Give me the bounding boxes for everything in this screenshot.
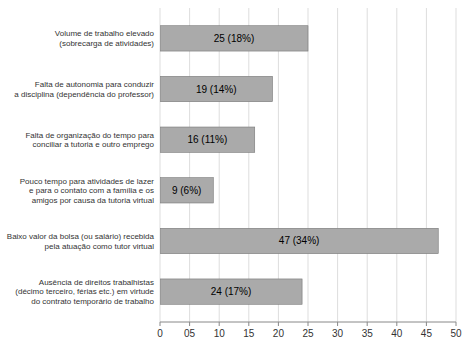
category-label: Falta de organização do tempo paraconcil… xyxy=(25,131,154,150)
bar xyxy=(160,26,308,51)
category-label-line: Baixo valor da bolsa (ou salário) recebi… xyxy=(7,232,155,241)
tick-mark xyxy=(189,322,190,326)
tick-mark xyxy=(337,322,338,326)
tick-mark xyxy=(396,322,397,326)
bars xyxy=(160,26,438,305)
bar xyxy=(160,127,255,152)
grid-line xyxy=(396,8,397,322)
grid-line xyxy=(337,8,338,322)
category-label-line: Volume de trabalho elevado xyxy=(55,29,155,38)
category-label-line: Falta de organização do tempo para xyxy=(25,131,154,140)
tick-label: 50 xyxy=(450,328,462,339)
category-label: Pouco tempo para atividades de lazere pa… xyxy=(20,177,155,205)
grid xyxy=(160,8,456,322)
category-label-line: amigos por causa da tutoria virtual xyxy=(32,196,155,205)
bar xyxy=(160,279,302,304)
tick-label: 40 xyxy=(391,328,403,339)
category-label-line: do contrato temporário de trabalho xyxy=(31,297,154,306)
tick-label: 15 xyxy=(243,328,255,339)
tick-mark xyxy=(308,322,309,326)
tick-mark xyxy=(248,322,249,326)
tick-label: 0 xyxy=(157,328,163,339)
tick-label: 35 xyxy=(362,328,374,339)
data-label: 47 (34%) xyxy=(279,235,320,246)
grid-line xyxy=(160,8,161,322)
tick-label: 45 xyxy=(421,328,433,339)
grid-line xyxy=(189,8,190,322)
grid-line xyxy=(278,8,279,322)
y-axis-labels: Ausência de direitos trabalhistas(décimo… xyxy=(7,29,155,305)
tick-mark xyxy=(219,322,220,326)
x-axis: 0 05 10 15 20 25 30 35 40 45 50 xyxy=(157,322,462,339)
tick-label: 25 xyxy=(302,328,314,339)
category-label: Falta de autonomia para conduzira discip… xyxy=(14,80,154,99)
tick-mark xyxy=(456,322,457,326)
category-label: Ausência de direitos trabalhistas(décimo… xyxy=(15,278,154,306)
bar xyxy=(160,76,272,101)
grid-line xyxy=(219,8,220,322)
bar xyxy=(160,178,213,203)
data-label: 24 (17%) xyxy=(211,286,252,297)
category-label-line: Pouco tempo para atividades de lazer xyxy=(20,177,155,186)
grid-line xyxy=(308,8,309,322)
category-label-line: pela atuação como tutor virtual xyxy=(45,242,155,251)
category-label-line: (décimo terceiro, férias etc.) em virtud… xyxy=(15,287,154,296)
bar xyxy=(160,228,438,253)
data-label: 25 (18%) xyxy=(214,33,255,44)
data-labels: 24 (17%) 47 (34%) 9 (6%) 16 (11%) 19 (14%) 25… xyxy=(172,33,319,297)
category-label-line: a disciplina (dependência do professor) xyxy=(14,90,154,99)
tick-mark xyxy=(367,322,368,326)
tick-mark xyxy=(278,322,279,326)
data-label: 9 (6%) xyxy=(172,185,201,196)
tick-label: 05 xyxy=(184,328,196,339)
data-label: 19 (14%) xyxy=(196,84,237,95)
category-label-line: Falta de autonomia para conduzir xyxy=(35,80,155,89)
tick-label: 10 xyxy=(214,328,226,339)
data-label: 16 (11%) xyxy=(187,134,227,145)
category-label-line: (sobrecarga de atividades) xyxy=(59,39,154,48)
grid-line xyxy=(367,8,368,322)
tick-mark xyxy=(160,322,161,326)
x-axis-line xyxy=(160,322,456,323)
grid-line xyxy=(456,8,457,322)
category-label: Volume de trabalho elevado(sobrecarga de… xyxy=(55,29,155,48)
tick-label: 30 xyxy=(332,328,344,339)
grid-line xyxy=(426,8,427,322)
tick-label: 20 xyxy=(273,328,285,339)
chart: 0 05 10 15 20 25 30 35 40 45 50 24 (17%) 47 (34%) 9 (… xyxy=(0,0,468,346)
grid-line xyxy=(248,8,249,322)
category-label-line: Ausência de direitos trabalhistas xyxy=(39,278,154,287)
category-label-line: conciliar a tutoria e outro emprego xyxy=(33,140,155,149)
category-label-line: e para o contato com a família e os xyxy=(29,186,154,195)
category-label: Baixo valor da bolsa (ou salário) recebi… xyxy=(7,232,155,251)
tick-mark xyxy=(426,322,427,326)
